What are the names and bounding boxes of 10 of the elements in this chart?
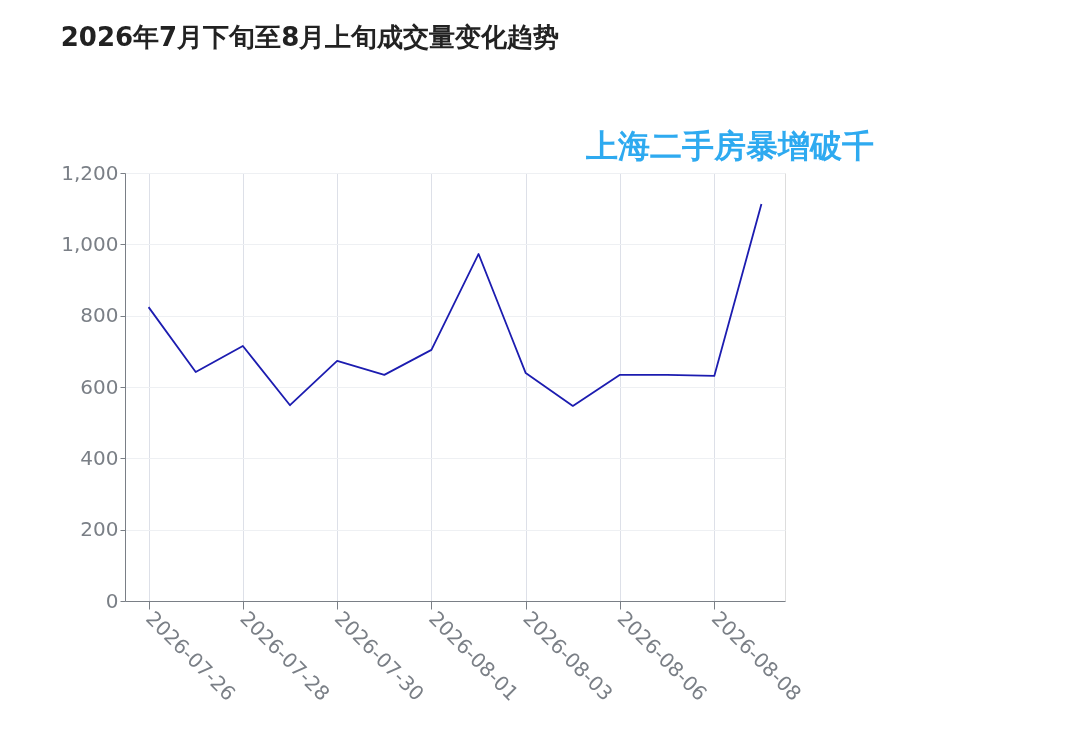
text: 上海二手房暴增破千 — [585, 127, 874, 165]
y-tick-label: 1,000 — [61, 231, 119, 256]
y-tick-label: 600 — [80, 374, 119, 399]
chart-title: 2026年7月下旬至8月上旬成交量变化趋势 — [60, 22, 560, 52]
y-tick-label: 0 — [105, 588, 119, 613]
y-tick-label: 800 — [80, 303, 119, 328]
y-tick-label: 200 — [80, 517, 119, 542]
line-series — [147, 203, 763, 407]
y-tick-label: 1,200 — [61, 160, 119, 185]
y-tick-label: 400 — [80, 445, 119, 470]
